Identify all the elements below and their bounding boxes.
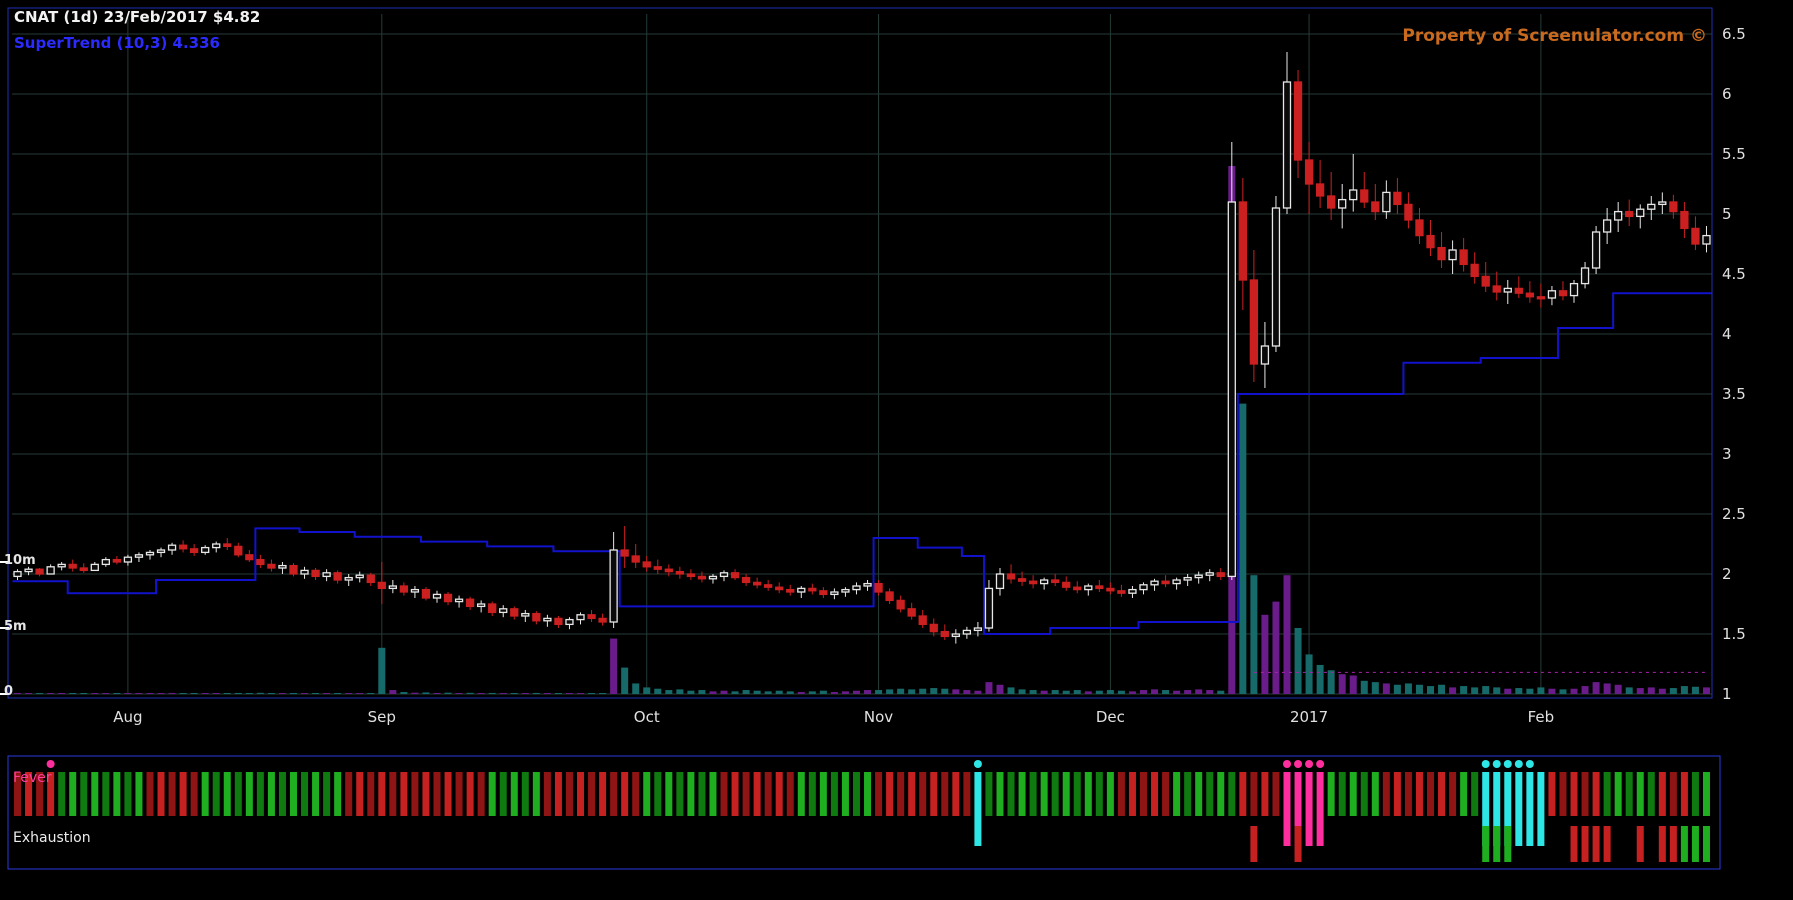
svg-text:Oct: Oct bbox=[634, 708, 660, 726]
fever-strip bbox=[14, 772, 1710, 846]
signal-panel-border bbox=[7, 755, 1721, 870]
svg-text:4: 4 bbox=[1722, 325, 1732, 343]
grid bbox=[12, 14, 1712, 695]
svg-text:2017: 2017 bbox=[1290, 708, 1328, 726]
supertrend-line bbox=[12, 292, 1712, 635]
svg-text:6.5: 6.5 bbox=[1722, 25, 1746, 43]
svg-text:Sep: Sep bbox=[368, 708, 396, 726]
x-axis-labels: Aug Sep Oct Nov Dec 2017 Feb bbox=[113, 708, 1554, 726]
signal-dots bbox=[46, 760, 1534, 768]
svg-text:Nov: Nov bbox=[864, 708, 893, 726]
volume-axis-label-5m: 5m bbox=[4, 619, 27, 634]
exhaustion-panel-label: Exhaustion bbox=[13, 830, 91, 846]
volume-bars bbox=[0, 166, 1710, 695]
volume-axis-label-0: 0 bbox=[4, 684, 14, 699]
watermark: Property of Screenulator.com © bbox=[1402, 26, 1707, 46]
svg-text:3: 3 bbox=[1722, 445, 1732, 463]
chart-title: CNAT (1d) 23/Feb/2017 $4.82 bbox=[14, 8, 261, 26]
svg-text:1: 1 bbox=[1722, 685, 1732, 703]
chart-frame bbox=[7, 7, 1713, 699]
volume-axis-label-10m: 10m bbox=[4, 553, 36, 568]
svg-text:5: 5 bbox=[1722, 205, 1732, 223]
exhaustion-strip bbox=[1250, 826, 1710, 862]
candles bbox=[13, 52, 1711, 644]
svg-text:Dec: Dec bbox=[1096, 708, 1125, 726]
svg-text:4.5: 4.5 bbox=[1722, 265, 1746, 283]
svg-text:Feb: Feb bbox=[1528, 708, 1555, 726]
svg-text:2.5: 2.5 bbox=[1722, 505, 1746, 523]
svg-text:Aug: Aug bbox=[113, 708, 142, 726]
fever-panel-label: Fever bbox=[13, 770, 52, 786]
svg-text:2: 2 bbox=[1722, 565, 1732, 583]
svg-text:1.5: 1.5 bbox=[1722, 625, 1746, 643]
y-axis-labels: 6.5 6 5.5 5 4.5 4 3.5 3 2.5 2 1.5 1 bbox=[1722, 25, 1746, 703]
svg-text:3.5: 3.5 bbox=[1722, 385, 1746, 403]
supertrend-indicator-label: SuperTrend (10,3) 4.336 bbox=[14, 34, 220, 52]
svg-text:6: 6 bbox=[1722, 85, 1732, 103]
svg-text:5.5: 5.5 bbox=[1722, 145, 1746, 163]
